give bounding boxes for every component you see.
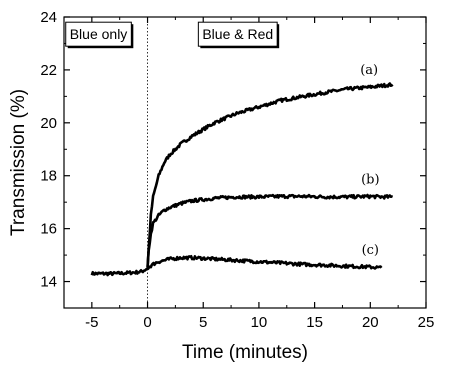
annotation-label: Blue & Red	[202, 26, 273, 42]
x-tick-label: 10	[251, 314, 268, 331]
y-axis-title: Transmission (%)	[8, 89, 29, 236]
annotation-box: Blue & Red	[197, 21, 280, 49]
x-tick-label: 0	[143, 314, 151, 331]
series-line	[146, 193, 394, 267]
annotation-box: Blue only	[65, 21, 134, 49]
y-tick-label: 24	[40, 9, 57, 26]
series-layer: (a) (b) (c)	[90, 63, 394, 277]
series-label: (b)	[361, 173, 379, 188]
x-tick-label: 15	[306, 314, 323, 331]
x-tick-label: -5	[85, 314, 98, 331]
x-tick-label: 5	[199, 314, 207, 331]
series-line	[146, 254, 383, 271]
x-axis-title: Time (minutes)	[182, 342, 308, 363]
y-tick-label: 16	[40, 221, 57, 238]
x-tick-label: 20	[362, 314, 379, 331]
x-axis-ticks: -5 0 5 10 15 20 25	[85, 17, 434, 331]
annotation-label: Blue only	[70, 26, 128, 42]
y-axis-ticks: 14 16 18 20 22 24	[40, 9, 426, 309]
y-tick-label: 18	[40, 168, 57, 185]
y-tick-label: 20	[40, 115, 57, 132]
series-line	[90, 82, 394, 277]
series-label: (a)	[360, 63, 378, 78]
series-label: (c)	[362, 243, 379, 258]
annotation-layer: Blue only Blue & Red	[65, 21, 280, 49]
y-tick-label: 14	[40, 274, 57, 291]
annotation-frame	[65, 21, 132, 47]
y-tick-label: 22	[40, 62, 57, 79]
x-tick-label: 25	[418, 314, 435, 331]
plot-frame	[63, 16, 427, 309]
annotation-frame	[197, 21, 278, 47]
